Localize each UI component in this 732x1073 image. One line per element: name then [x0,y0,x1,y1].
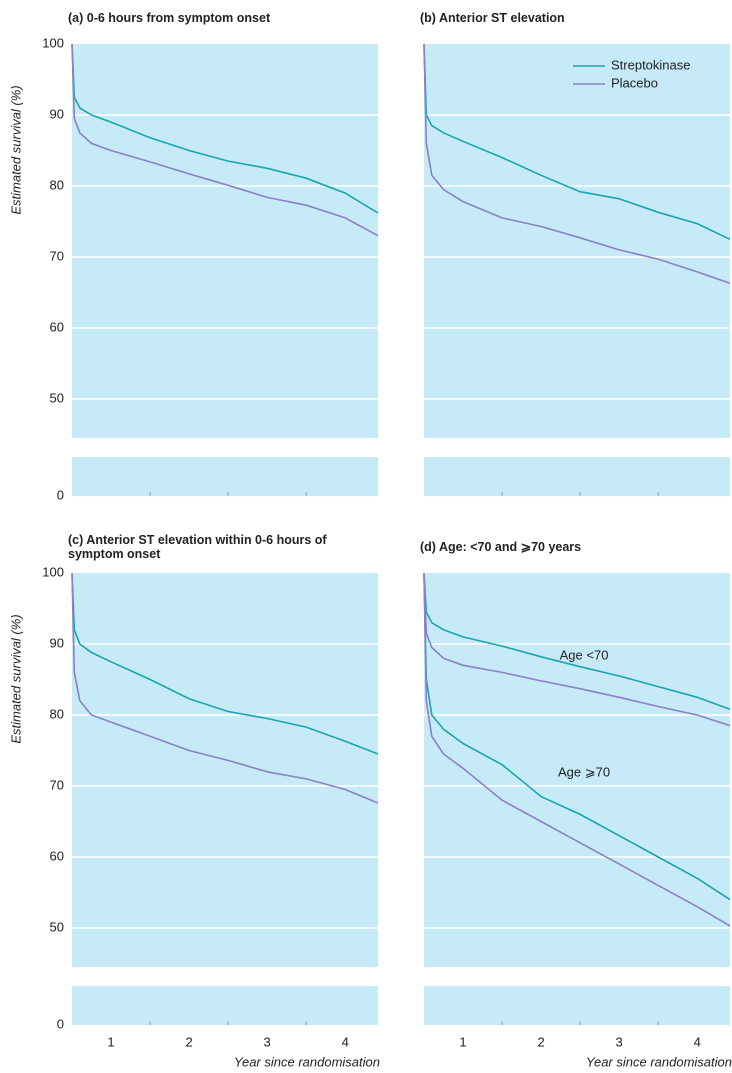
panel-title: (b) Anterior ST elevation [420,11,565,25]
x-tick-label: 4 [342,1035,349,1050]
y-tick-label: 80 [50,177,64,192]
y-tick-label: 100 [42,35,64,50]
survival-line [423,572,731,927]
y-tick-label: 100 [42,564,64,579]
plot-area [424,573,730,968]
y-tick-label: 50 [50,390,64,405]
survival-line [423,572,731,727]
x-tick-label: 3 [264,1035,271,1050]
x-tick-label: 4 [694,1035,701,1050]
y-tick-label: 50 [50,919,64,934]
survival-line [423,572,731,711]
y-tick-label: 70 [50,777,64,792]
panel-title: (d) Age: <70 and ⩾70 years [420,540,582,554]
annotation: Age <70 [560,648,609,663]
y-tick-label: 0 [57,488,64,503]
y-axis-label: Estimated survival (%) [8,614,23,743]
y-tick-label: 80 [50,706,64,721]
y-tick-label: 90 [50,635,64,650]
legend-label: Streptokinase [611,57,691,72]
y-tick-label: 70 [50,248,64,263]
y-tick-label: 90 [50,106,64,121]
panel-title: (c) Anterior ST elevation within 0-6 hou… [68,533,327,561]
x-axis-label: Year since randomisation [234,1055,380,1070]
panel-title: (a) 0-6 hours from symptom onset [68,11,271,25]
y-tick-label: 60 [50,319,64,334]
plot-area [72,44,378,439]
legend-label: Placebo [611,75,658,90]
x-tick-label: 3 [616,1035,623,1050]
x-tick-label: 2 [537,1035,544,1050]
survival-line [423,572,731,901]
plot-area-lower [424,986,730,1026]
x-tick-label: 1 [459,1035,466,1050]
plot-area-lower [72,986,378,1026]
survival-line [71,572,379,755]
y-tick-label: 0 [57,1017,64,1032]
survival-line [423,43,731,285]
annotation: Age ⩾70 [558,765,610,780]
survival-line [71,572,379,804]
plot-area [72,573,378,968]
x-tick-label: 1 [107,1035,114,1050]
plot-area-lower [72,457,378,497]
plot-area-lower [424,457,730,497]
x-tick-label: 2 [185,1035,192,1050]
survival-line [71,43,379,214]
plot-area [424,44,730,439]
survival-line [71,43,379,237]
survival-line [423,43,731,241]
x-axis-label: Year since randomisation [586,1055,732,1070]
y-tick-label: 60 [50,848,64,863]
y-axis-label: Estimated survival (%) [8,85,23,214]
